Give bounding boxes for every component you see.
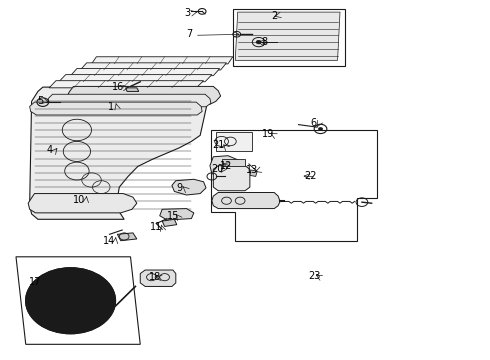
Text: 9: 9 xyxy=(176,183,182,193)
Text: 8: 8 xyxy=(262,37,268,48)
Text: 22: 22 xyxy=(304,171,317,181)
Polygon shape xyxy=(71,68,220,76)
Polygon shape xyxy=(160,208,194,220)
Polygon shape xyxy=(172,179,206,195)
Polygon shape xyxy=(125,88,139,91)
Text: 17: 17 xyxy=(29,277,42,287)
Polygon shape xyxy=(80,63,226,70)
Text: 11: 11 xyxy=(150,222,163,232)
Text: 1: 1 xyxy=(108,102,114,112)
Circle shape xyxy=(318,127,323,131)
Polygon shape xyxy=(30,102,202,115)
Bar xyxy=(233,9,345,66)
Polygon shape xyxy=(250,170,257,176)
Polygon shape xyxy=(49,81,203,88)
Polygon shape xyxy=(211,130,376,241)
Polygon shape xyxy=(67,86,220,104)
Text: 3: 3 xyxy=(184,8,191,18)
Text: 23: 23 xyxy=(308,271,320,282)
Text: 6: 6 xyxy=(310,118,316,128)
Text: 10: 10 xyxy=(73,195,85,204)
Text: 20: 20 xyxy=(211,163,223,174)
Text: 19: 19 xyxy=(262,129,274,139)
Polygon shape xyxy=(213,166,250,191)
Text: 21: 21 xyxy=(213,140,225,150)
Polygon shape xyxy=(162,219,177,226)
Text: 18: 18 xyxy=(149,272,161,282)
Polygon shape xyxy=(92,57,233,64)
Text: 15: 15 xyxy=(167,211,179,221)
Text: 13: 13 xyxy=(246,165,258,175)
Text: 12: 12 xyxy=(220,161,233,171)
Polygon shape xyxy=(30,87,208,219)
Polygon shape xyxy=(212,193,280,208)
Circle shape xyxy=(60,293,81,309)
Text: 16: 16 xyxy=(112,82,124,92)
Text: 4: 4 xyxy=(47,145,53,155)
Circle shape xyxy=(26,268,116,334)
Text: 7: 7 xyxy=(186,29,192,39)
Polygon shape xyxy=(28,194,137,213)
Polygon shape xyxy=(59,75,212,82)
Polygon shape xyxy=(210,156,241,177)
Text: 5: 5 xyxy=(37,96,44,107)
Polygon shape xyxy=(235,12,340,60)
Circle shape xyxy=(256,40,261,44)
Text: 14: 14 xyxy=(103,236,116,246)
Text: 2: 2 xyxy=(271,11,277,21)
Bar xyxy=(216,132,252,152)
Polygon shape xyxy=(140,270,176,287)
Polygon shape xyxy=(117,233,137,241)
Polygon shape xyxy=(48,94,211,107)
Polygon shape xyxy=(16,257,140,344)
Polygon shape xyxy=(221,159,245,166)
